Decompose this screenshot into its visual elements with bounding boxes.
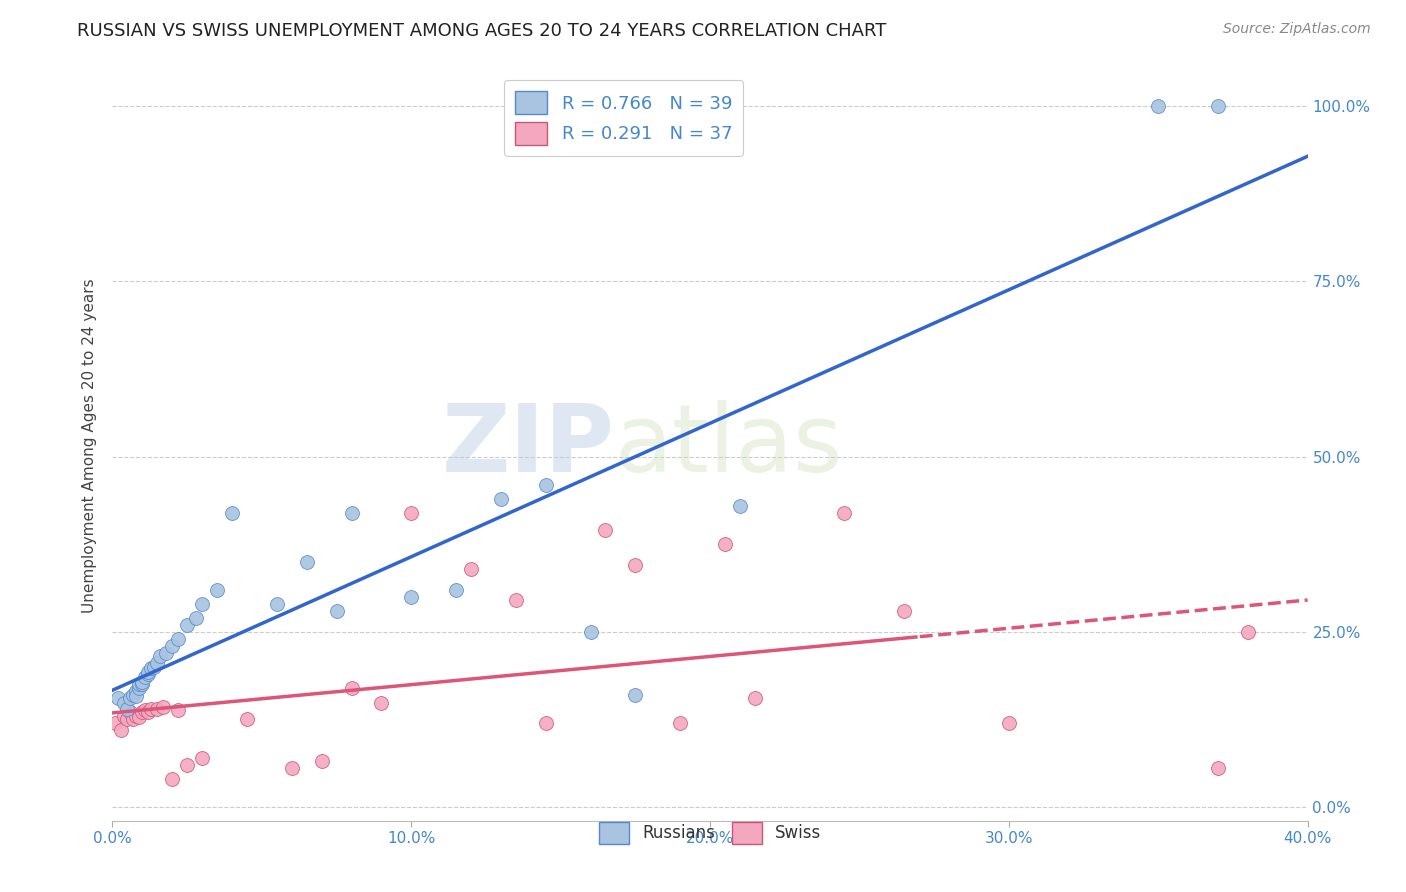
Point xyxy=(624,688,647,702)
Point xyxy=(669,715,692,730)
Point xyxy=(295,555,318,569)
Point xyxy=(401,506,423,520)
Point xyxy=(744,691,766,706)
Point xyxy=(146,701,169,715)
Point xyxy=(1147,99,1170,113)
Point xyxy=(131,675,153,690)
Point xyxy=(236,712,259,726)
Text: RUSSIAN VS SWISS UNEMPLOYMENT AMONG AGES 20 TO 24 YEARS CORRELATION CHART: RUSSIAN VS SWISS UNEMPLOYMENT AMONG AGES… xyxy=(77,22,887,40)
Point xyxy=(834,506,856,520)
Point xyxy=(191,597,214,611)
Point xyxy=(444,582,467,597)
Point xyxy=(114,696,135,710)
Point xyxy=(141,701,163,715)
Point xyxy=(138,705,160,719)
Point xyxy=(186,610,208,624)
Point xyxy=(143,659,166,673)
Point xyxy=(266,597,288,611)
Point xyxy=(107,691,129,706)
Point xyxy=(489,491,512,506)
Point xyxy=(534,477,557,491)
Point xyxy=(134,703,156,717)
Text: atlas: atlas xyxy=(614,400,842,492)
Point xyxy=(728,499,751,513)
Point xyxy=(149,649,172,664)
Point xyxy=(128,681,150,695)
Point xyxy=(104,715,127,730)
Point xyxy=(340,506,363,520)
Point xyxy=(122,712,145,726)
Text: Source: ZipAtlas.com: Source: ZipAtlas.com xyxy=(1223,22,1371,37)
Point xyxy=(1206,761,1229,775)
Point xyxy=(167,703,190,717)
Point xyxy=(125,689,148,703)
Point xyxy=(117,701,139,715)
Point xyxy=(162,772,183,786)
Point xyxy=(141,661,163,675)
Point xyxy=(221,506,243,520)
Point xyxy=(138,665,160,680)
Point xyxy=(191,750,214,764)
Point xyxy=(162,639,183,653)
Point xyxy=(1206,99,1229,113)
Text: ZIP: ZIP xyxy=(441,400,614,492)
Point xyxy=(110,723,132,737)
Point xyxy=(120,705,142,719)
Point xyxy=(167,632,190,646)
Point xyxy=(125,684,148,698)
Point xyxy=(120,691,142,706)
Point xyxy=(131,705,153,719)
Point xyxy=(128,710,150,724)
Point xyxy=(998,715,1021,730)
Point xyxy=(281,761,304,775)
Point xyxy=(460,561,482,575)
Point xyxy=(152,700,174,714)
Point xyxy=(579,624,602,639)
Point xyxy=(370,696,392,710)
Legend: Russians, Swiss: Russians, Swiss xyxy=(589,812,831,854)
Point xyxy=(340,681,363,695)
Point xyxy=(1237,624,1260,639)
Point xyxy=(122,688,145,702)
Point xyxy=(534,715,557,730)
Point xyxy=(595,523,617,537)
Y-axis label: Unemployment Among Ages 20 to 24 years: Unemployment Among Ages 20 to 24 years xyxy=(82,278,97,614)
Point xyxy=(176,617,198,632)
Point xyxy=(311,754,333,768)
Point xyxy=(134,670,156,684)
Point xyxy=(624,558,647,572)
Point xyxy=(114,708,135,723)
Point xyxy=(155,646,177,660)
Point xyxy=(325,603,347,617)
Point xyxy=(205,582,228,597)
Point xyxy=(117,712,139,726)
Point xyxy=(138,666,160,681)
Point xyxy=(505,593,527,607)
Point xyxy=(146,656,169,670)
Point xyxy=(128,677,150,691)
Point xyxy=(131,677,153,691)
Point xyxy=(401,590,423,604)
Point xyxy=(893,603,915,617)
Point xyxy=(176,757,198,772)
Point xyxy=(714,537,737,551)
Point xyxy=(125,708,148,723)
